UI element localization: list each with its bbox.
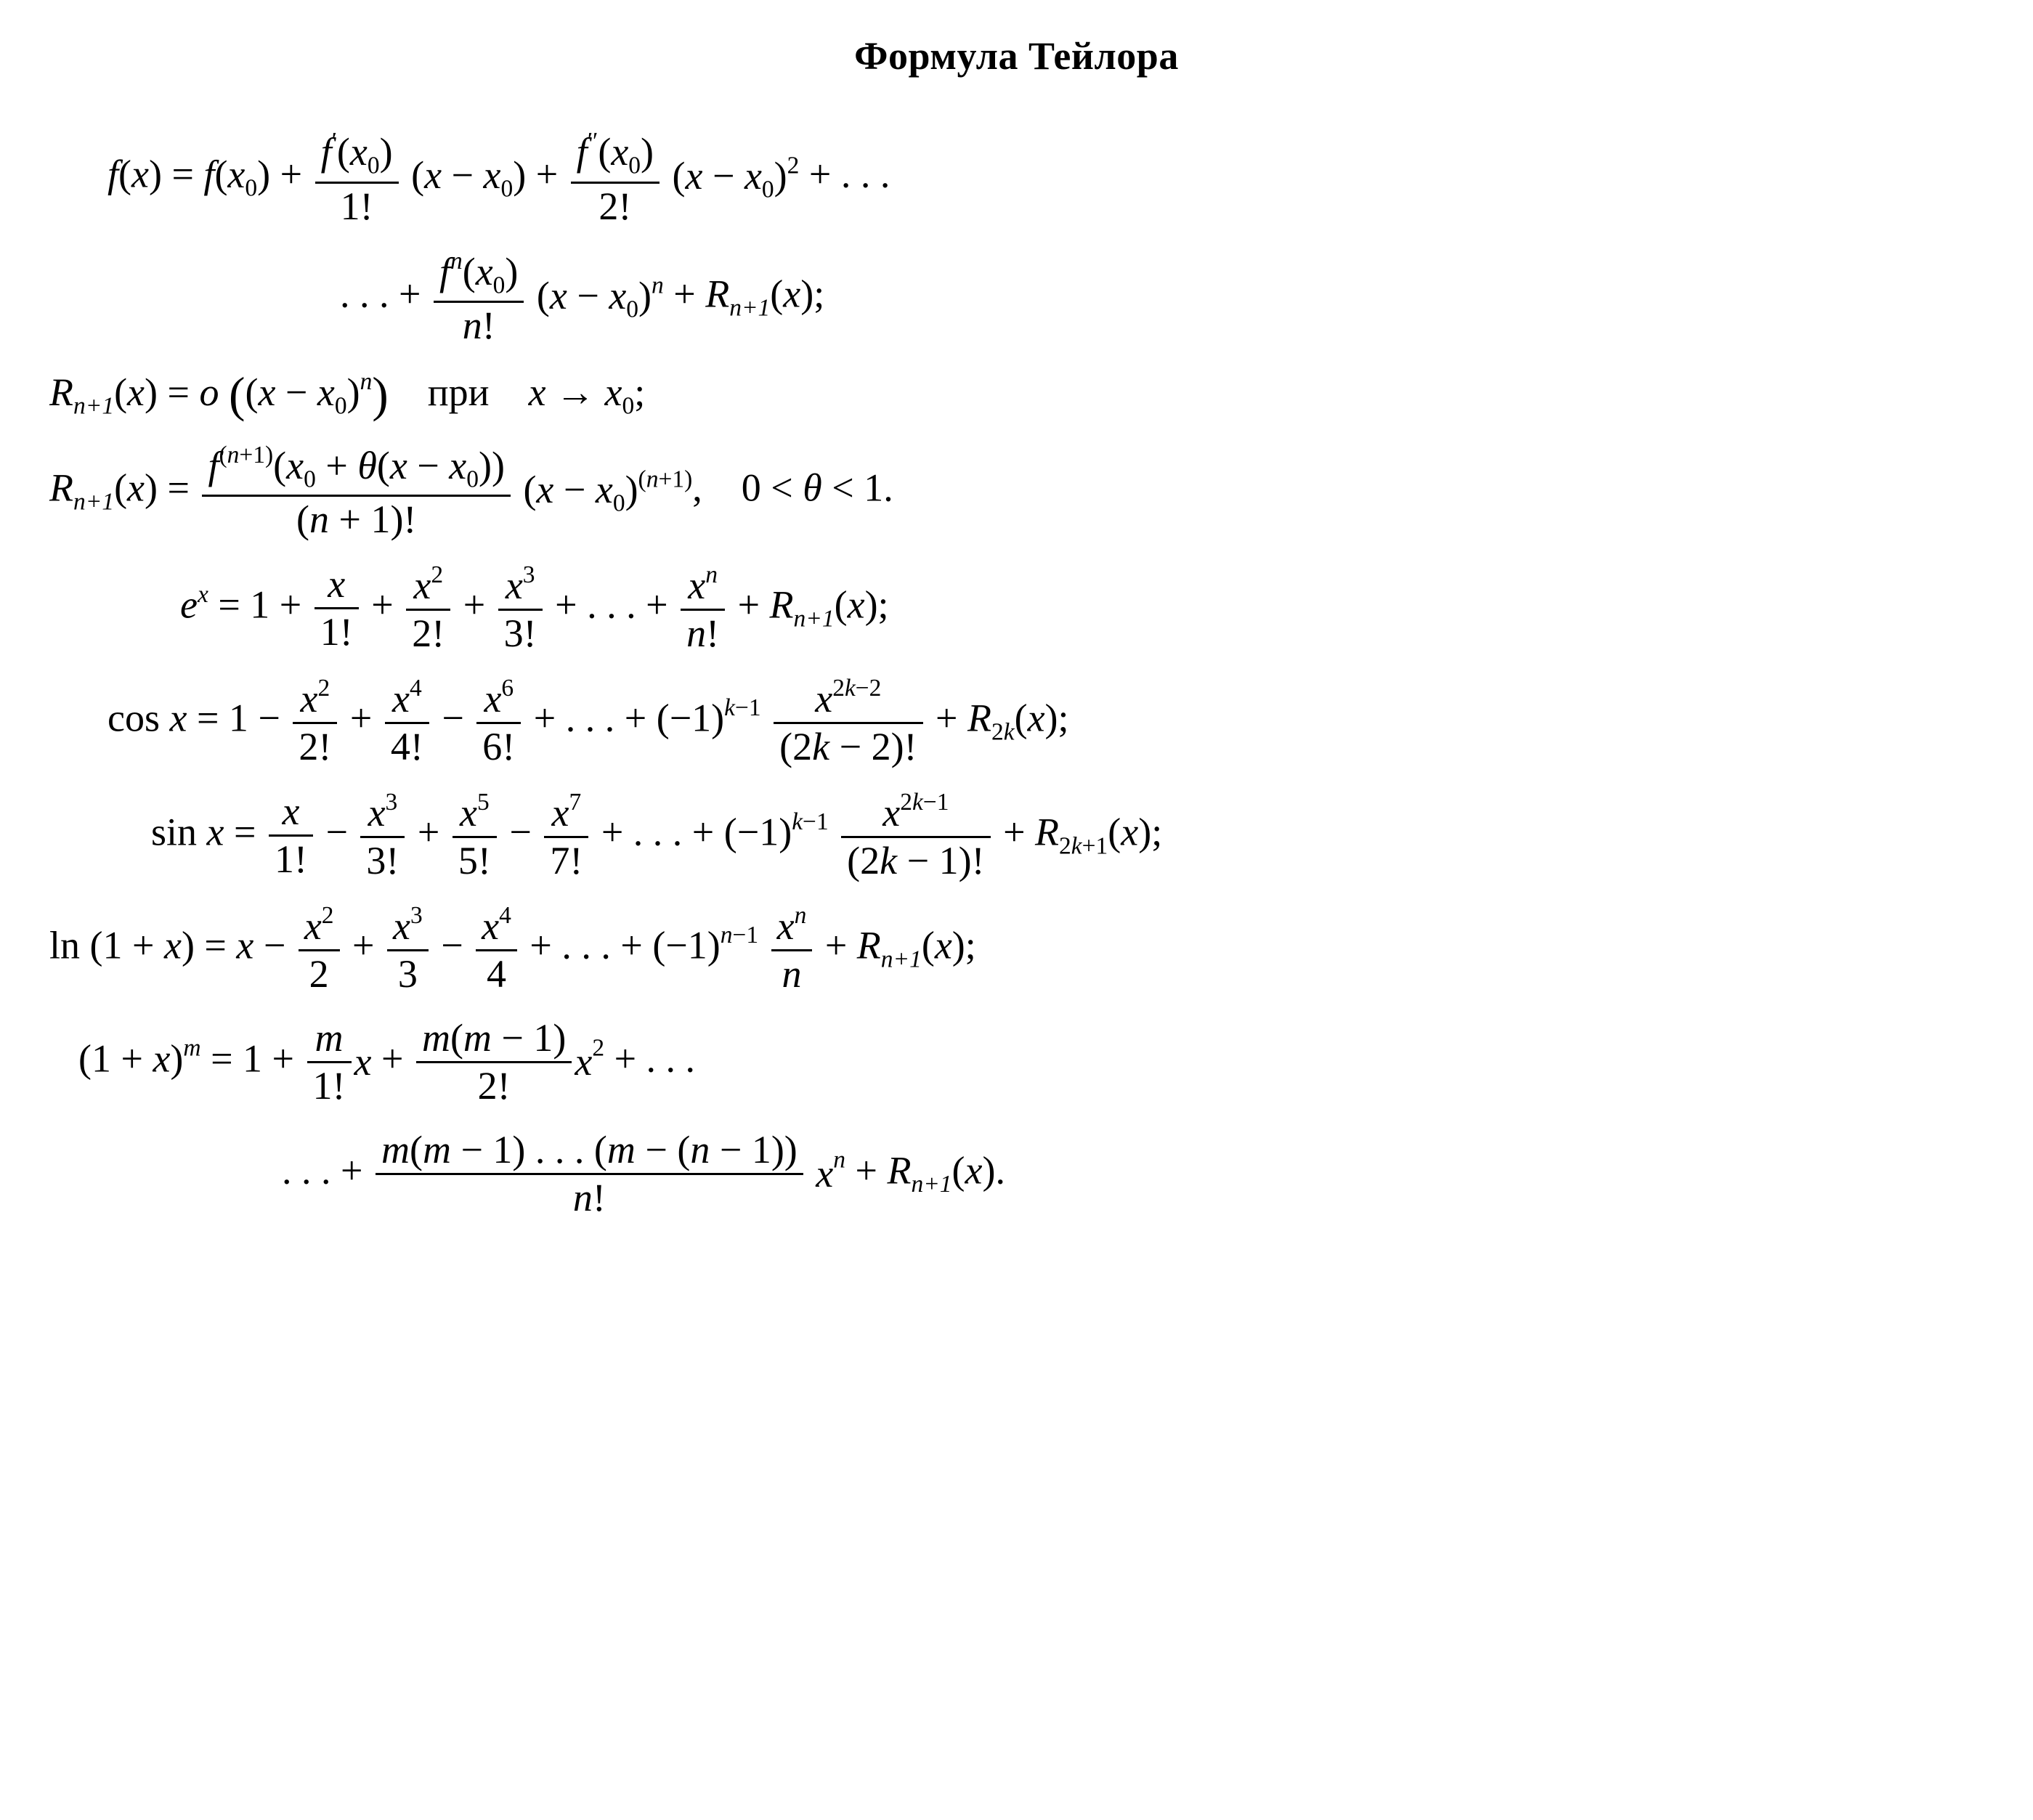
taylor-main-line1: f(x) = f(x0) + f′(x0) 1! (x − x0) + f′′(… [49, 129, 1984, 228]
eq-sign: = [171, 153, 193, 196]
peano-remainder: Rn+1(x) = o ((x − x0)n) при x → x0; [49, 368, 1984, 422]
frac-fdprime: f′′(x0) 2! [571, 129, 660, 228]
fx: f(x) [107, 153, 171, 196]
fx0: f(x0) [203, 153, 280, 196]
sin-series: sin x = x1! − x33! + x55! − x77! + . . .… [49, 789, 1984, 883]
exp-series: ex = 1 + x1! + x22! + x33! + . . . + xnn… [49, 562, 1984, 656]
frac-binom-general: m(m − 1) . . . (m − (n − 1)) n! [376, 1129, 803, 1220]
binom-series-line1: (1 + x)m = 1 + m1!x + m(m − 1)2!x2 + . .… [49, 1017, 1984, 1108]
plus-sign: + [280, 153, 302, 196]
frac-fn: fn(x0) n! [434, 248, 524, 348]
pri-text: при [428, 370, 490, 414]
page-title: Формула Тейлора [49, 35, 1984, 78]
binom-series-line2: . . . + m(m − 1) . . . (m − (n − 1)) n! … [49, 1129, 1984, 1220]
ln-series: ln (1 + x) = x − x22 + x33 − x44 + . . .… [49, 903, 1984, 996]
cos-series: cos x = 1 − x22! + x44! − x66! + . . . +… [49, 675, 1984, 769]
frac-fprime: f′(x0) 1! [315, 129, 399, 228]
lagrange-remainder: Rn+1(x) = f(n+1)(x0 + θ(x − x0)) (n + 1)… [49, 442, 1984, 542]
frac-lagrange: f(n+1)(x0 + θ(x − x0)) (n + 1)! [202, 442, 510, 542]
taylor-main-line2: . . . + fn(x0) n! (x − x0)n + Rn+1(x); [49, 248, 1984, 348]
